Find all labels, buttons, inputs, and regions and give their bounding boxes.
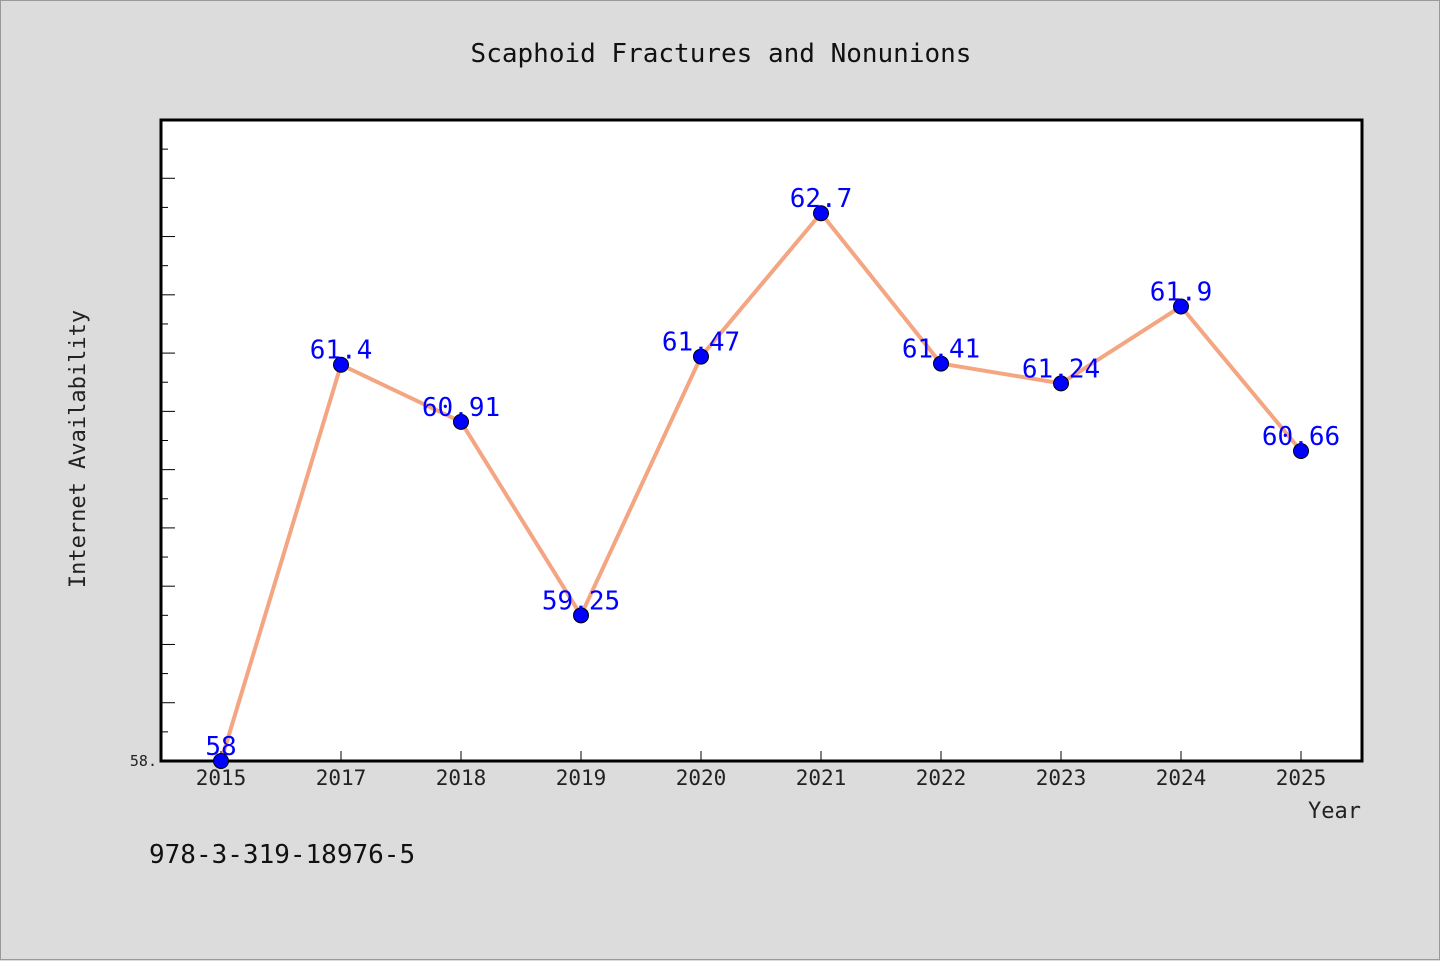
x-axis-title: Year [1308, 799, 1361, 824]
x-tick-label: 2025 [1276, 766, 1327, 790]
data-label: 61.9 [1150, 277, 1213, 307]
series-line [219, 211, 1303, 762]
x-tick-label: 2018 [436, 766, 487, 790]
x-tick-label: 2017 [316, 766, 367, 790]
data-label: 61.47 [662, 328, 740, 358]
x-axis-ticks: 2015 2017 2018 2019 2020 2021 2022 2023 2024 2025 [196, 751, 1327, 790]
data-point [933, 355, 949, 372]
data-point [1293, 442, 1309, 459]
series-layer: 58 61.4 60.91 59.25 61.47 62.7 61.41 61.24 61.9 6… [205, 184, 1340, 769]
data-label: 61.41 [902, 335, 980, 365]
data-point [333, 356, 349, 373]
data-point [1053, 375, 1069, 392]
y-axis-ticks: 58. [130, 119, 175, 770]
isbn-label: 978-3-319-18976-5 [149, 840, 415, 870]
x-tick-label: 2021 [796, 766, 847, 790]
data-label: 61.4 [310, 336, 373, 366]
data-point [693, 348, 709, 365]
data-point [453, 413, 469, 430]
data-label: 58 [205, 732, 236, 762]
data-point [573, 607, 589, 624]
data-label: 59.25 [542, 586, 620, 616]
data-label: 60.91 [422, 393, 500, 423]
y-tick-label: 58. [130, 752, 157, 770]
x-tick-label: 2023 [1036, 766, 1087, 790]
data-point [213, 753, 229, 769]
plot-area [159, 118, 1364, 763]
data-label: 61.24 [1022, 354, 1100, 384]
data-label: 60.66 [1262, 422, 1340, 452]
x-tick-label: 2019 [556, 766, 607, 790]
data-point [813, 205, 829, 222]
data-point [1173, 298, 1189, 315]
x-tick-label: 2022 [916, 766, 967, 790]
x-tick-label: 2024 [1156, 766, 1207, 790]
x-tick-label: 2015 [196, 766, 247, 790]
data-label: 62.7 [790, 184, 853, 214]
chart-title: Scaphoid Fractures and Nonunions [471, 39, 972, 69]
x-tick-label: 2020 [676, 766, 727, 790]
y-axis-title: Internet Availability [66, 310, 91, 588]
